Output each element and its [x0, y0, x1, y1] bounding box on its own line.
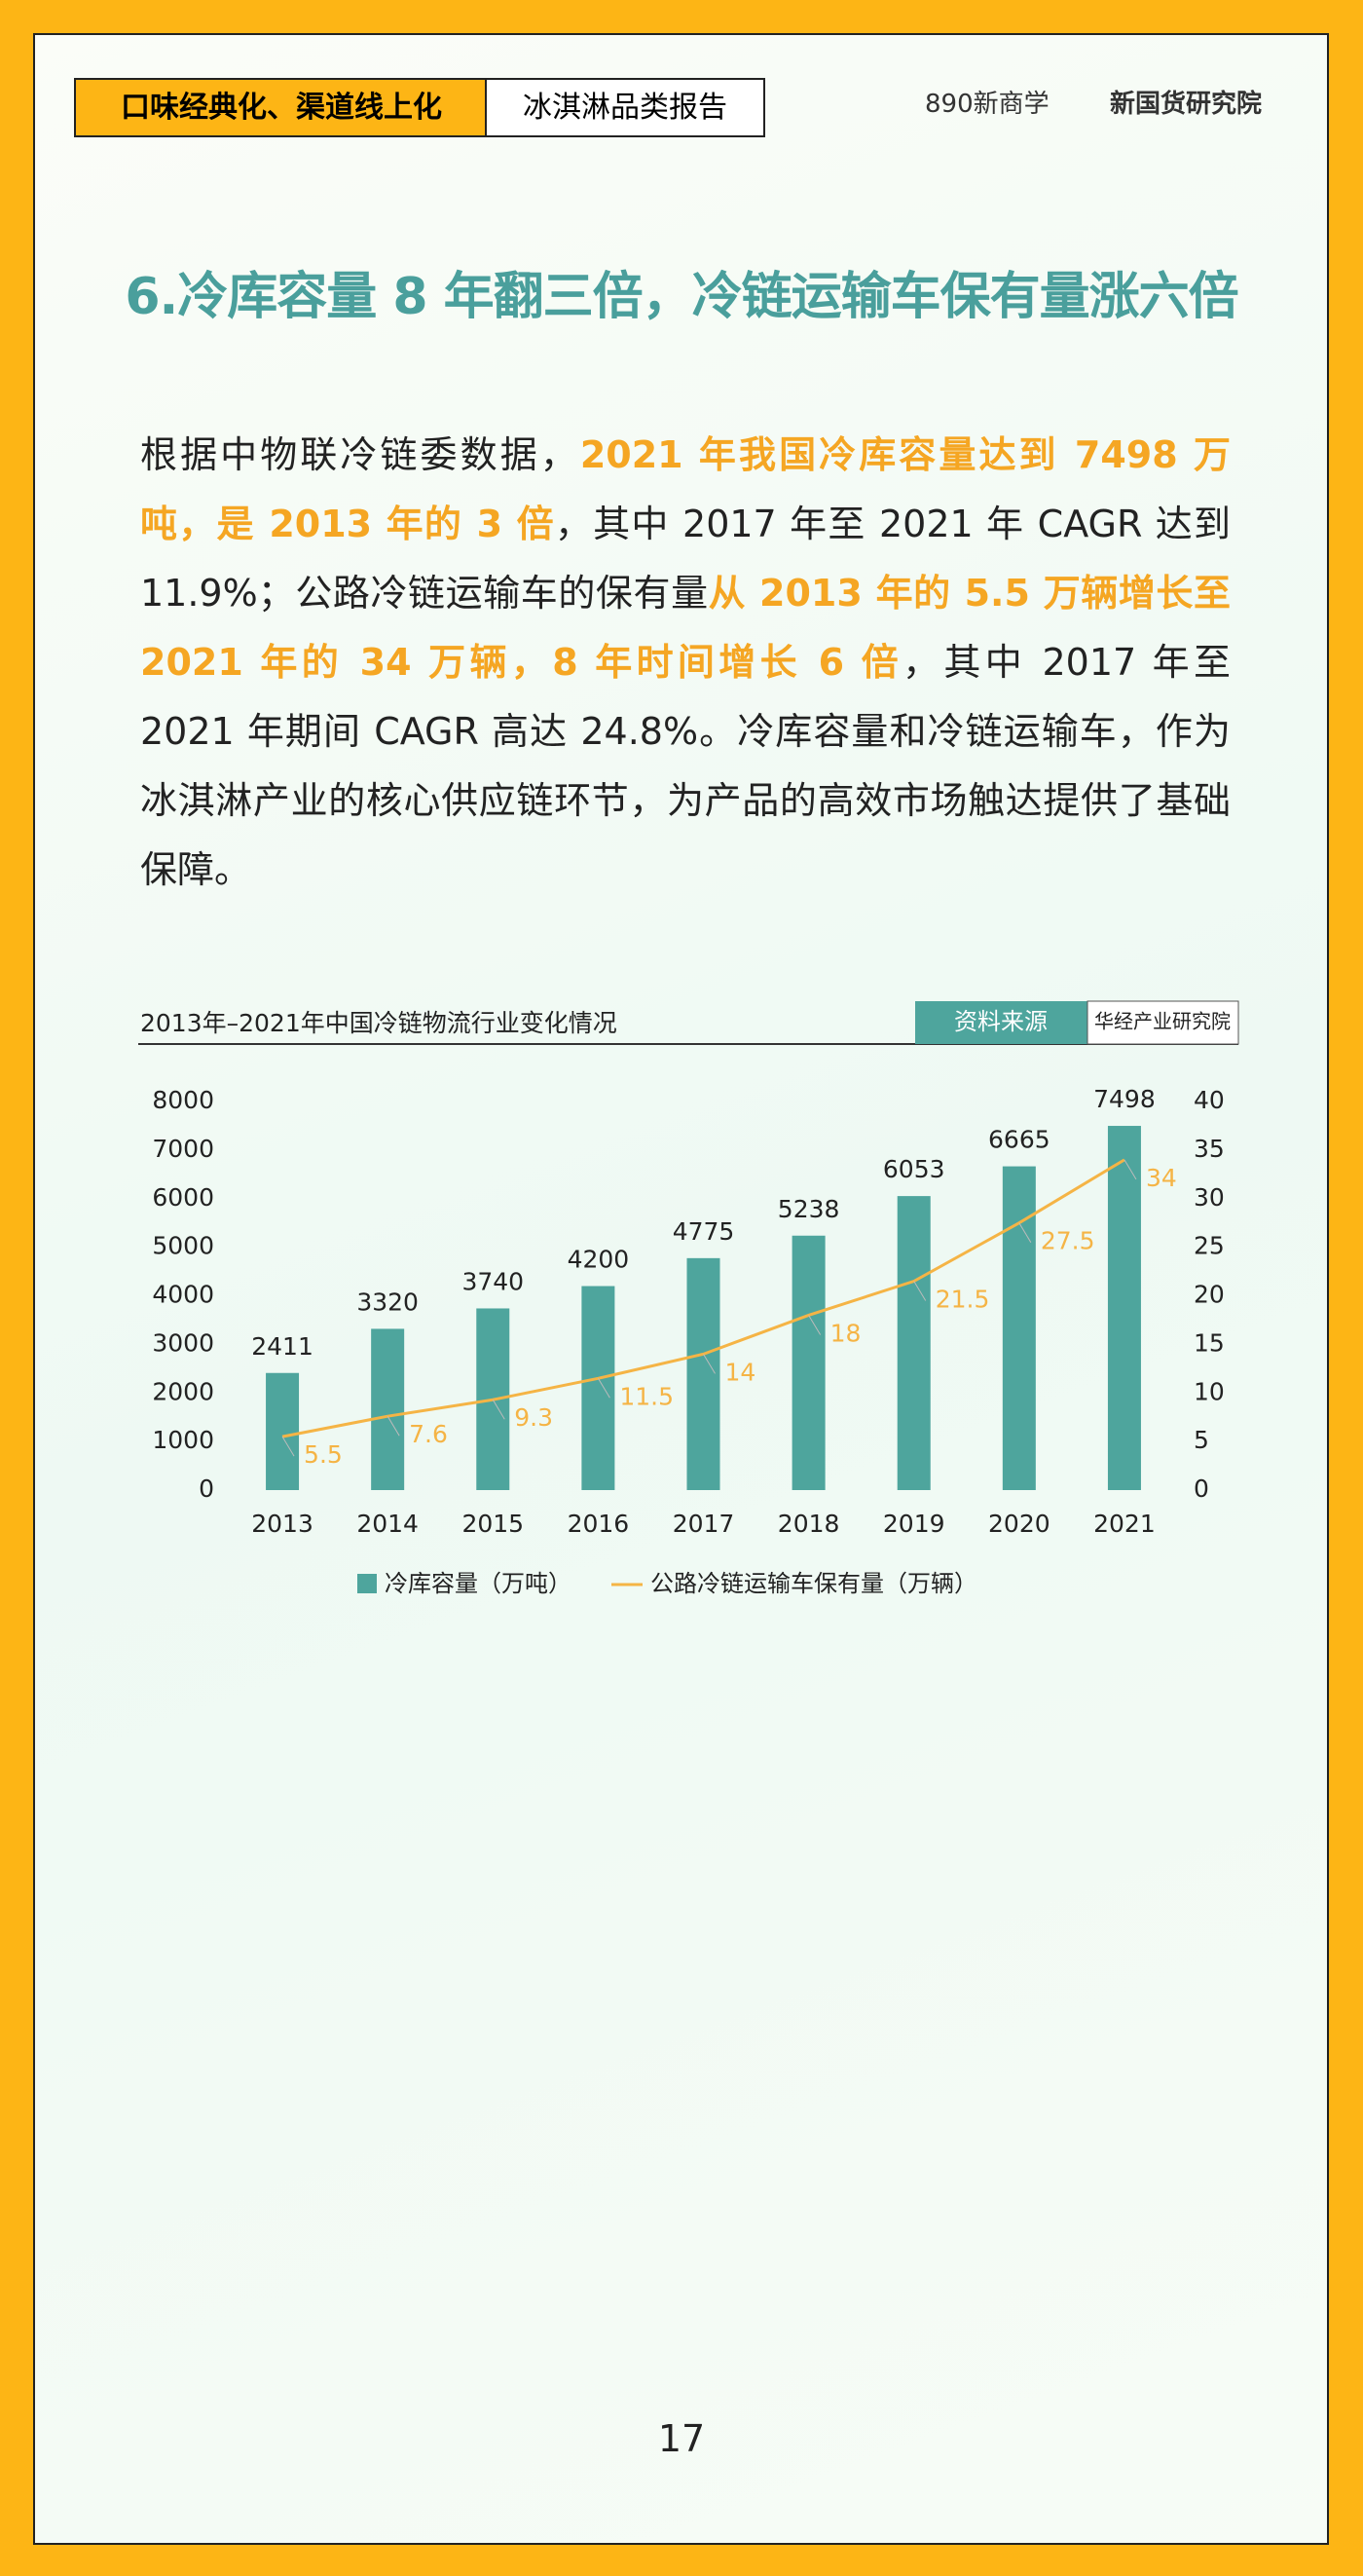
y2-tick-label: 5: [1194, 1426, 1209, 1454]
highlight-text: 2021 年我国冷库容量达到 7498 万吨，是 2013 年的 3 倍: [140, 433, 1231, 545]
x-tick-label: 2014: [356, 1510, 419, 1538]
body-text: ，其中 2017 年至 2021 年期间 CAGR 高达 24.8%。冷库容量和…: [140, 641, 1231, 891]
section-tag: 口味经典化、渠道线上化: [74, 78, 489, 137]
bar-label: 4200: [568, 1246, 630, 1274]
leader: [913, 1281, 927, 1301]
leader: [1124, 1159, 1137, 1180]
y-tick-label: 5000: [152, 1232, 214, 1260]
bar-label: 3320: [356, 1288, 419, 1316]
logo: 890新商学: [925, 90, 1050, 119]
line-label: 7.6: [409, 1420, 448, 1448]
y2-tick-label: 40: [1194, 1086, 1225, 1114]
y2-tick-label: 15: [1194, 1328, 1225, 1357]
highlight-text: 从 2013 年的 5.5 万辆增长至 2021 年的 34 万辆，8 年时间增…: [140, 572, 1232, 684]
leader: [597, 1378, 610, 1399]
y2-tick-label: 10: [1194, 1377, 1225, 1405]
leader: [703, 1354, 716, 1374]
x-tick-label: 2019: [883, 1510, 945, 1538]
y2-tick-label: 35: [1194, 1135, 1225, 1163]
bar: [581, 1286, 615, 1490]
line-label: 5.5: [304, 1440, 343, 1469]
y2-tick-label: 20: [1194, 1281, 1225, 1309]
y-tick-label: 4000: [152, 1281, 214, 1309]
bar: [686, 1257, 720, 1490]
y-tick-label: 3000: [152, 1328, 214, 1357]
logo: 新国货研究院: [1110, 90, 1263, 119]
line-label: 11.5: [619, 1382, 674, 1410]
bar-label: 6665: [988, 1126, 1050, 1154]
x-tick-label: 2020: [988, 1510, 1050, 1538]
paragraph: 根据中物联冷链委数据，2021 年我国冷库容量达到 7498 万吨，是 2013…: [140, 421, 1231, 905]
bar-label: 3740: [461, 1267, 524, 1295]
y-tick-label: 0: [199, 1475, 214, 1503]
source-label: 资料来源: [954, 1008, 1048, 1035]
y-tick-label: 7000: [152, 1135, 214, 1163]
bar-label: 5238: [778, 1195, 840, 1223]
body-text: ，其中 2017 年至 2021 年 CAGR 达到 11.9%；公路冷链运输车…: [140, 503, 1232, 615]
x-tick-label: 2021: [1093, 1510, 1156, 1538]
y2-tick-label: 25: [1194, 1232, 1225, 1260]
line-label: 27.5: [1041, 1227, 1095, 1255]
leader: [808, 1315, 822, 1335]
bar-label: 6053: [883, 1155, 945, 1183]
bar-label: 7498: [1093, 1085, 1156, 1113]
y-tick-label: 1000: [152, 1426, 214, 1454]
y-tick-label: 2000: [152, 1377, 214, 1405]
line-label: 34: [1146, 1164, 1177, 1192]
leader: [492, 1399, 505, 1420]
x-tick-label: 2016: [568, 1510, 630, 1538]
bar: [266, 1372, 300, 1490]
page-title: 6.冷库容量 8 年翻三倍，冷链运输车保有量涨六倍: [125, 268, 1238, 326]
bar: [1107, 1126, 1141, 1490]
bar: [371, 1328, 405, 1490]
legend-label: 冷库容量（万吨）: [385, 1570, 571, 1597]
legend-swatch: [357, 1574, 377, 1593]
line-label: 14: [725, 1358, 756, 1386]
y2-tick-label: 0: [1194, 1475, 1209, 1503]
report-name: 冰淇淋品类报告: [485, 78, 765, 137]
bar-label: 2411: [251, 1332, 313, 1361]
leader: [387, 1415, 400, 1437]
source-box: [915, 1001, 1087, 1044]
bar: [792, 1235, 826, 1490]
line-label: 18: [830, 1319, 862, 1347]
y2-tick-label: 30: [1194, 1183, 1225, 1212]
chart-title: 2013年–2021年中国冷链物流行业变化情况: [140, 1009, 617, 1037]
x-tick-label: 2013: [251, 1510, 313, 1538]
legend-label: 公路冷链运输车保有量（万辆）: [650, 1570, 977, 1597]
page-number: 17: [657, 2417, 706, 2460]
source-value-box: [1087, 1000, 1239, 1045]
x-tick-label: 2018: [778, 1510, 840, 1538]
line-label: 21.5: [936, 1286, 990, 1314]
leader: [281, 1436, 295, 1457]
leader: [1018, 1222, 1032, 1243]
bar-label: 4775: [673, 1217, 735, 1246]
bar: [1002, 1166, 1036, 1490]
source: 华经产业研究院: [1094, 1010, 1231, 1033]
x-tick-label: 2015: [461, 1510, 524, 1538]
y-tick-label: 6000: [152, 1183, 214, 1212]
body-text: 根据中物联冷链委数据，: [140, 433, 580, 476]
line-label: 9.3: [514, 1403, 553, 1432]
bar: [897, 1196, 931, 1490]
x-tick-label: 2017: [673, 1510, 735, 1538]
y-tick-label: 8000: [152, 1086, 214, 1114]
